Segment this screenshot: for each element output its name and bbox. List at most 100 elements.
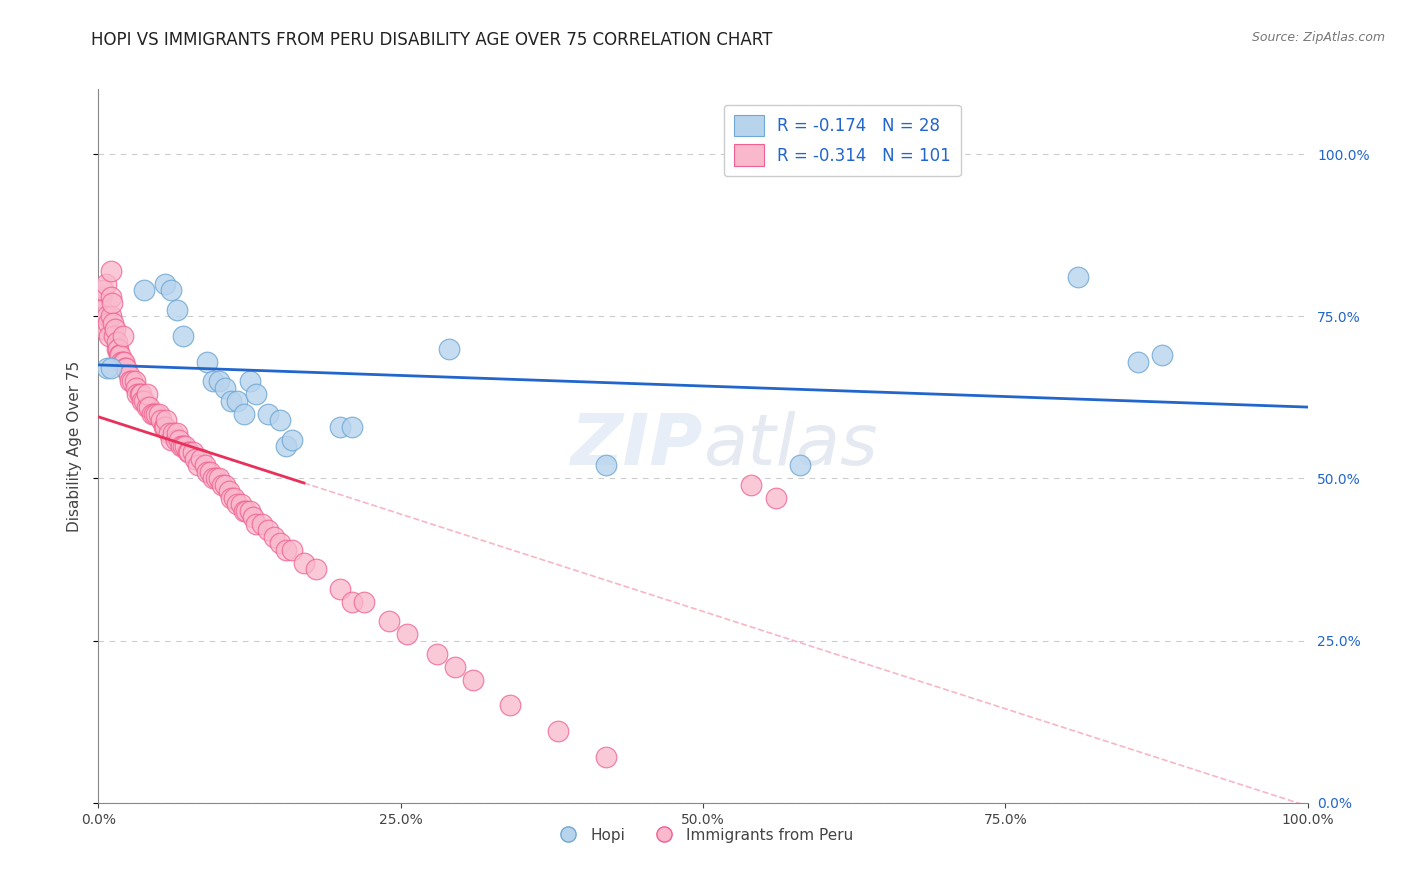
Point xyxy=(1067,270,1090,285)
Point xyxy=(169,439,191,453)
Point xyxy=(281,542,304,557)
Point xyxy=(595,750,617,764)
Point xyxy=(256,407,278,421)
Point xyxy=(214,478,236,492)
Point xyxy=(114,361,136,376)
Point xyxy=(100,296,122,310)
Point xyxy=(127,387,149,401)
Point xyxy=(218,484,240,499)
Point xyxy=(101,316,124,330)
Point xyxy=(177,445,200,459)
Point xyxy=(208,374,231,388)
Point xyxy=(96,310,118,324)
Point xyxy=(135,400,157,414)
Point xyxy=(1128,354,1150,368)
Point xyxy=(90,290,112,304)
Point xyxy=(135,387,157,401)
Point xyxy=(305,562,328,576)
Y-axis label: Disability Age Over 75: Disability Age Over 75 xyxy=(67,360,83,532)
Point xyxy=(134,283,156,297)
Point xyxy=(202,374,225,388)
Text: ZIP: ZIP xyxy=(571,411,703,481)
Point xyxy=(195,465,218,479)
Point xyxy=(242,510,264,524)
Point xyxy=(232,407,254,421)
Point xyxy=(342,419,364,434)
Point xyxy=(245,387,267,401)
Point xyxy=(256,524,278,538)
Point xyxy=(104,322,127,336)
Point xyxy=(211,478,233,492)
Point xyxy=(111,328,134,343)
Point xyxy=(187,458,209,473)
Point xyxy=(232,504,254,518)
Point xyxy=(166,302,188,317)
Point xyxy=(111,354,134,368)
Point xyxy=(740,478,762,492)
Point xyxy=(152,419,174,434)
Point xyxy=(129,387,152,401)
Point xyxy=(214,381,236,395)
Point xyxy=(437,342,460,356)
Point xyxy=(789,458,811,473)
Point xyxy=(353,595,375,609)
Point xyxy=(108,348,131,362)
Point xyxy=(155,413,177,427)
Point xyxy=(239,504,262,518)
Point xyxy=(165,433,187,447)
Point xyxy=(124,374,146,388)
Point xyxy=(269,536,291,550)
Point xyxy=(269,413,291,427)
Point xyxy=(97,316,120,330)
Point xyxy=(190,452,212,467)
Point xyxy=(226,393,249,408)
Point xyxy=(110,354,132,368)
Point xyxy=(426,647,449,661)
Point xyxy=(169,433,191,447)
Point xyxy=(208,471,231,485)
Point xyxy=(179,445,201,459)
Point xyxy=(235,504,257,518)
Point xyxy=(221,393,243,408)
Point xyxy=(131,393,153,408)
Point xyxy=(115,361,138,376)
Point xyxy=(172,439,194,453)
Point xyxy=(342,595,364,609)
Text: HOPI VS IMMIGRANTS FROM PERU DISABILITY AGE OVER 75 CORRELATION CHART: HOPI VS IMMIGRANTS FROM PERU DISABILITY … xyxy=(91,31,773,49)
Text: Source: ZipAtlas.com: Source: ZipAtlas.com xyxy=(1251,31,1385,45)
Point xyxy=(463,673,485,687)
Point xyxy=(143,407,166,421)
Point xyxy=(125,381,148,395)
Text: atlas: atlas xyxy=(703,411,877,481)
Point xyxy=(107,342,129,356)
Point xyxy=(153,277,176,291)
Point xyxy=(93,322,115,336)
Point xyxy=(112,354,135,368)
Point xyxy=(174,439,197,453)
Point xyxy=(229,497,252,511)
Point xyxy=(281,433,304,447)
Point xyxy=(221,491,243,505)
Point xyxy=(222,491,245,505)
Point xyxy=(105,342,128,356)
Point xyxy=(498,698,520,713)
Point xyxy=(194,458,217,473)
Legend: Hopi, Immigrants from Peru: Hopi, Immigrants from Peru xyxy=(546,822,860,848)
Point xyxy=(274,542,297,557)
Point xyxy=(121,374,143,388)
Point xyxy=(118,368,141,382)
Point xyxy=(765,491,787,505)
Point xyxy=(239,374,262,388)
Point xyxy=(100,361,122,376)
Point xyxy=(250,516,273,531)
Point xyxy=(245,516,267,531)
Point xyxy=(145,407,167,421)
Point xyxy=(141,407,163,421)
Point xyxy=(184,452,207,467)
Point xyxy=(329,582,352,596)
Point xyxy=(181,445,204,459)
Point xyxy=(162,425,184,440)
Point xyxy=(395,627,418,641)
Point xyxy=(329,419,352,434)
Point xyxy=(100,310,122,324)
